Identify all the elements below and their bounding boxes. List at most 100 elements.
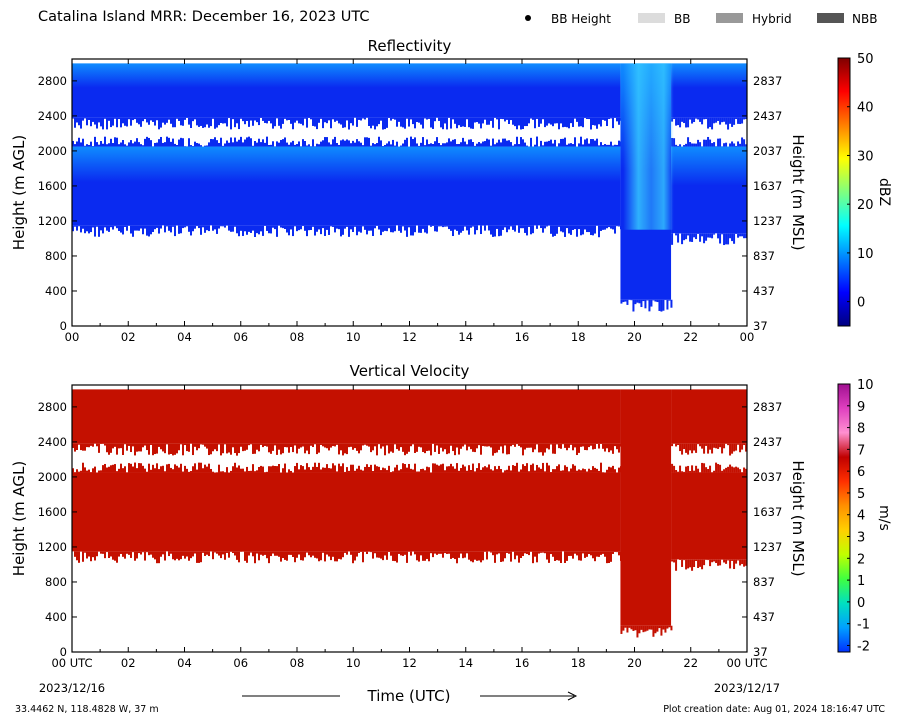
echo-fringe	[406, 137, 408, 147]
echo-fringe	[703, 233, 706, 244]
echo-fringe	[518, 144, 520, 147]
echo-fringe	[210, 443, 212, 455]
echo-fringe	[206, 145, 208, 147]
echo-fringe	[282, 225, 284, 229]
echo-fringe	[666, 299, 669, 310]
echo-fringe	[204, 443, 206, 447]
echo-fringe	[514, 225, 516, 232]
echo-fringe	[220, 551, 222, 559]
echo-fringe	[745, 559, 747, 566]
echo-fringe	[362, 443, 364, 446]
echo-fringe	[456, 117, 458, 129]
x-date-label: 2023/12/17	[714, 681, 780, 695]
echo-fringe	[348, 443, 350, 448]
echo-fringe	[638, 299, 641, 304]
echo-fringe	[438, 117, 440, 121]
echo-fringe	[546, 551, 548, 560]
echo-fringe	[142, 551, 144, 553]
echo-fringe	[498, 139, 500, 147]
echo-fringe	[446, 443, 448, 455]
x-tick-label: 20	[627, 330, 642, 344]
echo-fringe	[202, 225, 204, 228]
echo-fringe	[699, 233, 702, 242]
echo-fringe	[594, 443, 596, 449]
echo-fringe	[719, 464, 722, 473]
echo-fringe	[306, 117, 308, 128]
echo-fringe	[154, 443, 156, 455]
echo-fringe	[472, 142, 474, 147]
echo-fringe	[370, 117, 372, 129]
echo-fringe	[530, 225, 532, 235]
echo-fringe	[216, 140, 218, 147]
echo-fringe	[731, 466, 734, 473]
echo-fringe	[288, 225, 290, 236]
echo-fringe	[230, 470, 232, 473]
echo-fringe	[458, 143, 460, 147]
echo-fringe	[292, 117, 294, 130]
echo-fringe	[308, 443, 310, 455]
echo-fringe	[244, 139, 246, 147]
echo-fringe	[300, 465, 302, 473]
echo-fringe	[396, 141, 398, 147]
echo-fringe	[705, 559, 708, 560]
echo-fringe	[482, 141, 484, 147]
echo-fringe	[474, 443, 476, 453]
echo-fringe	[550, 551, 552, 555]
echo-fringe	[268, 466, 270, 473]
echo-fringe	[362, 117, 364, 119]
echo-fringe	[372, 443, 374, 451]
echo-fringe	[725, 233, 728, 245]
echo-fringe	[318, 443, 320, 453]
echo-fringe	[362, 145, 364, 147]
echo-fringe	[572, 464, 574, 473]
echo-fringe	[729, 233, 732, 239]
echo-fringe	[480, 143, 482, 147]
echo-fringe	[266, 443, 268, 447]
x-tick-label: 04	[177, 330, 192, 344]
echo-fringe	[727, 233, 730, 245]
plot-creation-date: Plot creation date: Aug 01, 2024 18:16:4…	[663, 704, 885, 715]
echo-fringe	[324, 137, 326, 147]
echo-fringe	[556, 225, 558, 234]
echo-fringe	[386, 551, 388, 560]
echo-fringe	[574, 465, 576, 473]
echo-fringe	[278, 142, 280, 147]
echo-fringe	[360, 142, 362, 147]
echo-fringe	[194, 551, 196, 554]
echo-fringe	[108, 117, 110, 121]
echo-fringe	[550, 117, 552, 125]
echo-fringe	[198, 225, 200, 229]
echo-fringe	[464, 443, 466, 445]
echo-fringe	[430, 117, 432, 128]
echo-fringe	[516, 551, 518, 556]
echo-fringe	[366, 443, 368, 446]
echo-fringe	[386, 117, 388, 128]
echo-fringe	[176, 465, 178, 473]
echo-fringe	[188, 551, 190, 561]
echo-fringe	[504, 443, 506, 446]
echo-fringe	[142, 443, 144, 448]
echo-fringe	[136, 443, 138, 452]
echo-fringe	[721, 117, 724, 123]
echo-fringe	[328, 142, 330, 147]
echo-fringe	[510, 443, 512, 447]
echo-fringe	[486, 443, 488, 447]
echo-fringe	[414, 225, 416, 233]
echo-fringe	[164, 225, 166, 233]
y-tick-label: 2800	[38, 400, 67, 414]
echo-fringe	[414, 117, 416, 129]
echo-fringe	[454, 225, 456, 230]
echo-fringe	[284, 117, 286, 119]
echo-fringe	[126, 443, 128, 451]
page-title: Catalina Island MRR: December 16, 2023 U…	[38, 9, 370, 25]
echo-fringe	[446, 225, 448, 227]
echo-fringe	[118, 144, 120, 147]
echo-fringe	[452, 117, 454, 120]
echo-fringe	[416, 551, 418, 561]
echo-fringe	[612, 551, 614, 554]
echo-fringe	[614, 469, 616, 473]
echo-fringe	[290, 551, 292, 555]
echo-fringe	[364, 551, 366, 552]
echo-fringe	[352, 443, 354, 450]
echo-fringe	[122, 225, 124, 235]
